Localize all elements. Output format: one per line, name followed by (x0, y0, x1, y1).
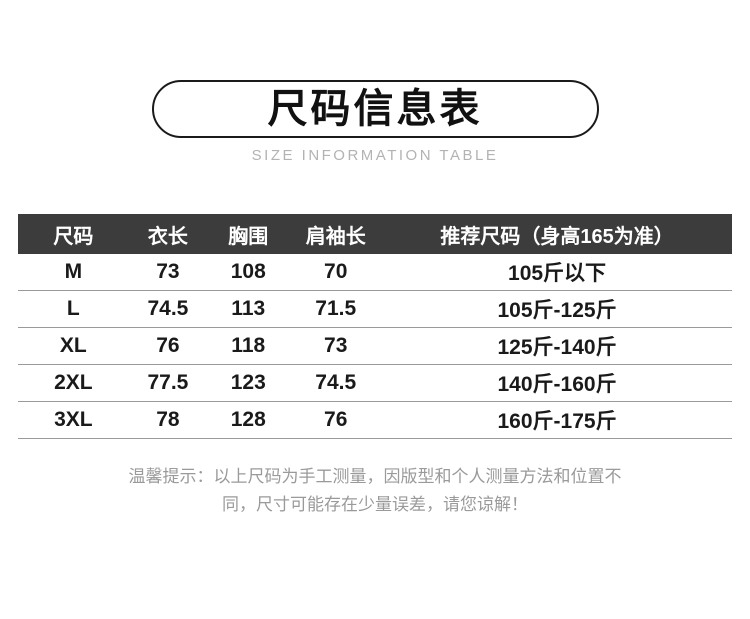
table-cell-length: 77.5 (147, 371, 189, 394)
table-cell-length: 78 (156, 408, 180, 431)
table-cell-chest: 118 (231, 334, 266, 357)
table-cell-recommended: 160斤-175斤 (497, 410, 617, 433)
table-cell-size: 3XL (54, 408, 93, 431)
table-row: XL 76 118 73 125斤-140斤 (18, 328, 732, 365)
table-header-chest: 胸围 (228, 225, 269, 248)
table-cell-shoulder-sleeve: 76 (324, 408, 348, 431)
table-cell-length: 74.5 (147, 297, 189, 320)
table-header-recommended: 推荐尺码（身高165为准） (440, 225, 674, 248)
table-cell-length: 76 (156, 334, 180, 357)
page-subtitle: SIZE INFORMATION TABLE (251, 147, 499, 164)
table-cell-size: M (64, 260, 83, 283)
notice-text: 温馨提示：以上尺码为手工测量，因版型和个人测量方法和位置不同，尺寸可能存在少量误… (128, 467, 622, 515)
table-cell-size: XL (59, 334, 87, 357)
table-cell-recommended: 125斤-140斤 (497, 336, 617, 359)
table-cell-recommended: 140斤-160斤 (497, 373, 617, 396)
table-header-shoulder-sleeve: 肩袖长 (305, 225, 366, 248)
size-info-page: 尺码信息表 SIZE INFORMATION TABLE 尺码 衣长 胸围 肩袖… (0, 80, 750, 519)
table-row: M 73 108 70 105斤以下 (18, 254, 732, 291)
table-cell-shoulder-sleeve: 74.5 (315, 371, 357, 394)
table-cell-shoulder-sleeve: 71.5 (315, 297, 357, 320)
table-row: L 74.5 113 71.5 105斤-125斤 (18, 291, 732, 328)
table-cell-shoulder-sleeve: 70 (324, 260, 348, 283)
table-cell-chest: 128 (230, 408, 266, 431)
table-cell-length: 73 (156, 260, 180, 283)
page-title: 尺码信息表 (267, 87, 483, 131)
table-cell-recommended: 105斤-125斤 (497, 299, 617, 322)
size-table: 尺码 衣长 胸围 肩袖长 推荐尺码（身高165为准） M 73 108 70 1… (18, 214, 732, 439)
table-cell-size: 2XL (54, 371, 93, 394)
table-cell-shoulder-sleeve: 73 (324, 334, 348, 357)
title-badge: 尺码信息表 (151, 80, 599, 138)
table-row: 3XL 78 128 76 160斤-175斤 (18, 402, 732, 439)
table-header-size: 尺码 (53, 225, 94, 248)
table-cell-size: L (66, 297, 80, 320)
table-cell-chest: 113 (231, 297, 266, 320)
table-cell-chest: 108 (230, 260, 266, 283)
table-cell-chest: 123 (230, 371, 266, 394)
table-cell-recommended: 105斤以下 (508, 262, 607, 285)
table-row: 2XL 77.5 123 74.5 140斤-160斤 (18, 365, 732, 402)
table-header-length: 衣长 (147, 225, 188, 248)
table-header-row: 尺码 衣长 胸围 肩袖长 推荐尺码（身高165为准） (18, 214, 732, 254)
